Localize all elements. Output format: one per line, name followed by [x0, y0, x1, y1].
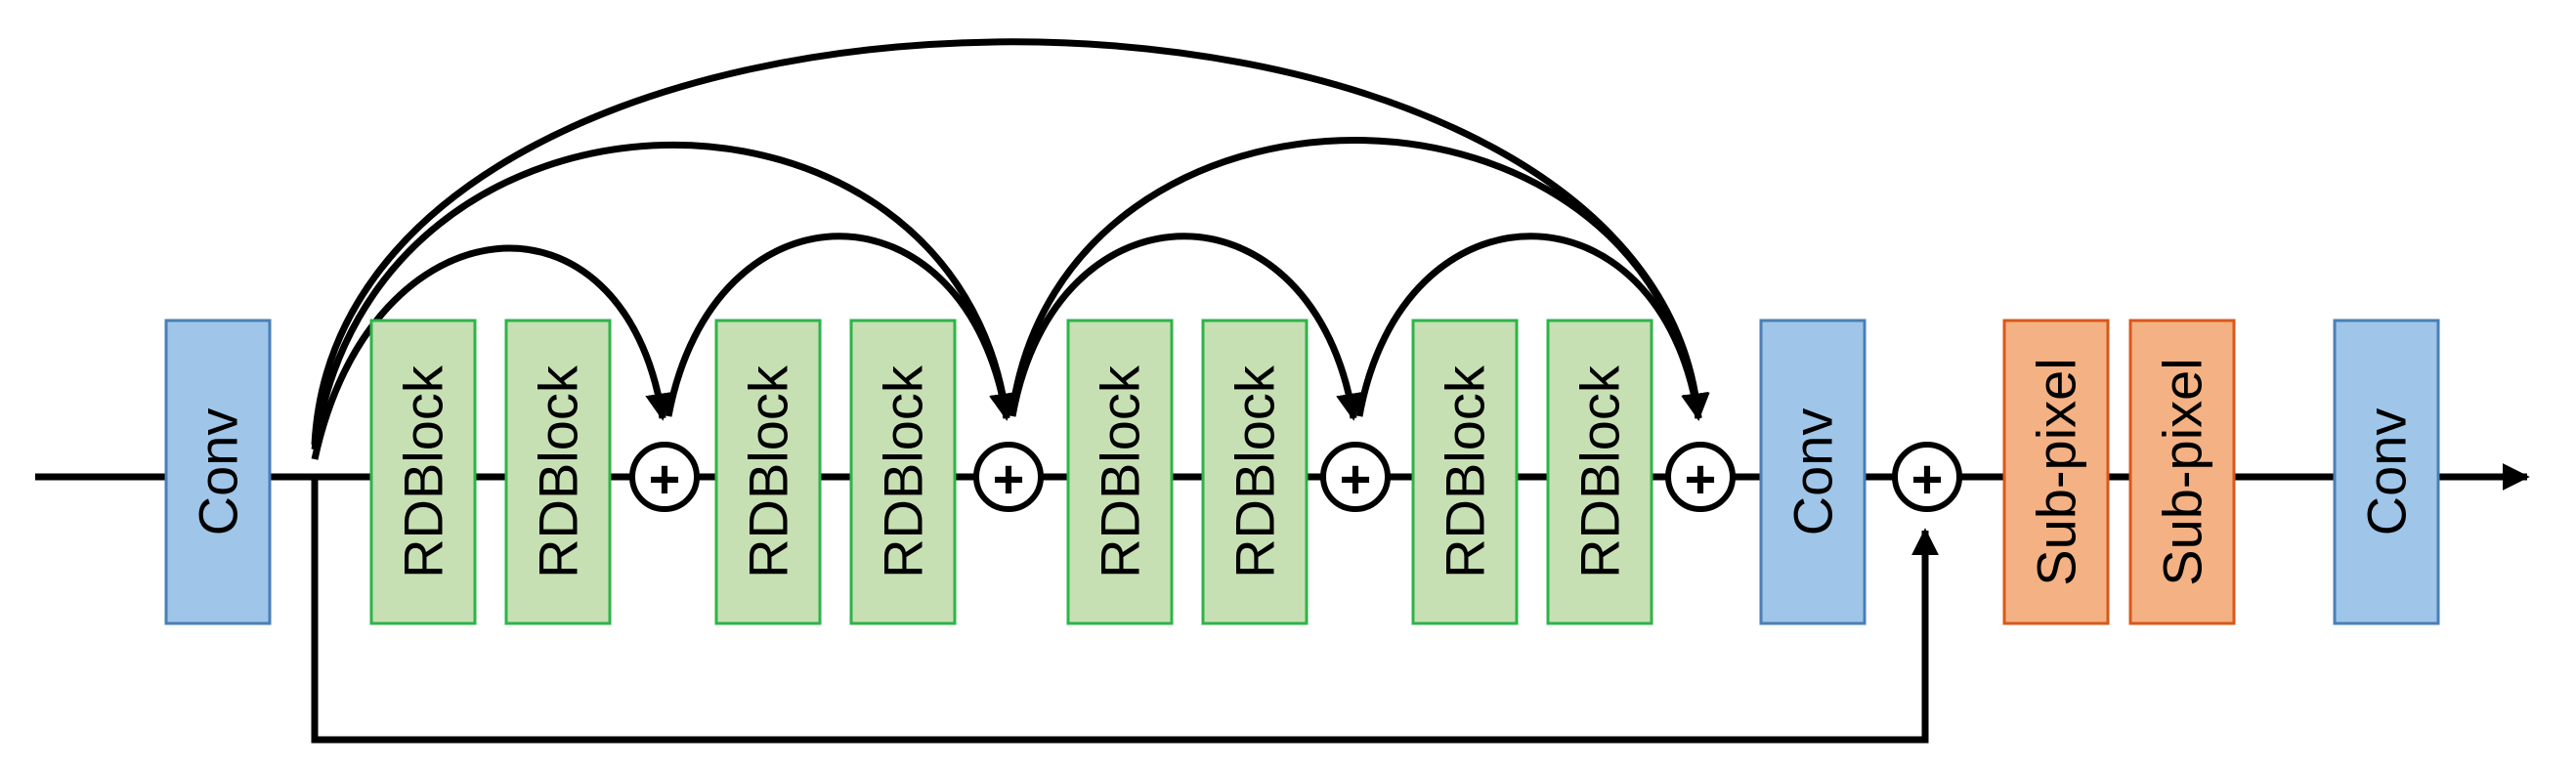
global-skip-connection [311, 477, 1939, 744]
conv-block: Conv [2333, 319, 2440, 625]
rdb-block-box [1546, 319, 1653, 625]
adder-plus-symbol: + [649, 449, 681, 510]
rdb-block-label: RDBlock [393, 364, 454, 578]
adder-circle [973, 442, 1044, 512]
rdb-block-box [1201, 319, 1309, 625]
rdb-block: RDBlock [369, 319, 477, 625]
adder-plus-symbol: + [1340, 449, 1372, 510]
adder-node: + [973, 442, 1044, 512]
rdb-block-box [1411, 319, 1519, 625]
rdb-block: RDBlock [1411, 319, 1519, 625]
subpixel-block-box [2002, 319, 2110, 625]
adder-node: + [1320, 442, 1391, 512]
skip-arc-4 [1355, 233, 1708, 421]
subpixel-block: Sub-pixel [2002, 319, 2110, 625]
adder-circle [1665, 442, 1736, 512]
rdb-block-label: RDBlock [738, 364, 799, 578]
conv-block: Conv [1759, 319, 1867, 625]
rdb-block-box [849, 319, 957, 625]
subpixel-block-box [2128, 319, 2236, 625]
adder-plus-symbol: + [1911, 449, 1944, 510]
adder-circle [1892, 442, 1962, 512]
skip-arc-5 [311, 142, 1017, 450]
rdb-block-box [714, 319, 822, 625]
adder-circle [1320, 442, 1391, 512]
conv-block-label: Conv [2356, 408, 2418, 536]
adder-node: + [629, 442, 700, 512]
rdb-block-box [504, 319, 612, 625]
rdb-block: RDBlock [1546, 319, 1653, 625]
adders-layer: + + + + + [629, 442, 1962, 512]
subpixel-block-label: Sub-pixel [2026, 358, 2087, 585]
rdb-block-box [1066, 319, 1174, 625]
rdb-block: RDBlock [1066, 319, 1174, 625]
skip-arc-7 [311, 38, 1710, 446]
conv-block-label: Conv [188, 408, 249, 536]
rdb-block-label: RDBlock [873, 364, 934, 578]
conv-block-box [2333, 319, 2440, 625]
skip-arc-2 [665, 233, 1016, 421]
skip-arc-3 [1009, 233, 1363, 421]
rdb-block: RDBlock [849, 319, 957, 625]
rdb-block-label: RDBlock [1569, 364, 1631, 578]
conv-block: Conv [164, 319, 272, 625]
blocks-layer: Conv RDBlock RDBlock RDBlock RDBlock RDBlock R… [164, 319, 2440, 625]
subpixel-block-label: Sub-pixel [2152, 358, 2213, 585]
adder-circle [629, 442, 700, 512]
rdb-block-box [369, 319, 477, 625]
adder-node: + [1665, 442, 1736, 512]
conv-block-box [1759, 319, 1867, 625]
conv-block-label: Conv [1782, 408, 1844, 536]
rdb-block-label: RDBlock [528, 364, 589, 578]
rdb-block-label: RDBlock [1090, 364, 1151, 578]
adder-plus-symbol: + [993, 449, 1025, 510]
skip-arc-1 [311, 244, 672, 460]
rdb-block: RDBlock [714, 319, 822, 625]
subpixel-block: Sub-pixel [2128, 319, 2236, 625]
rdb-block: RDBlock [504, 319, 612, 625]
adder-node: + [1892, 442, 1962, 512]
rdb-block-label: RDBlock [1435, 364, 1496, 578]
adder-plus-symbol: + [1685, 449, 1717, 510]
rdb-block: RDBlock [1201, 319, 1309, 625]
conv-block-box [164, 319, 272, 625]
rdb-block-label: RDBlock [1224, 364, 1286, 578]
